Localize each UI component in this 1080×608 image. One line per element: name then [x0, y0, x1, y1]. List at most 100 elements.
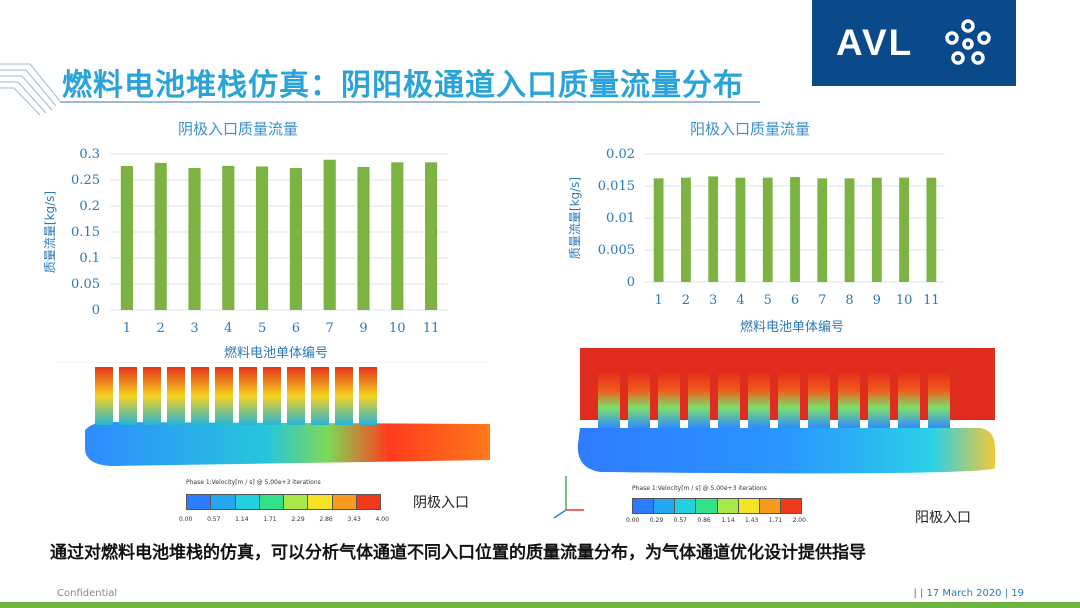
summary-text: 通过对燃料电池堆栈的仿真，可以分析气体通道不同入口位置的质量流量分布，为气体通道…	[50, 543, 866, 563]
bar	[222, 165, 235, 310]
x-tick-label: 5	[764, 293, 772, 308]
bar	[391, 162, 404, 310]
bar	[735, 177, 746, 282]
bar	[653, 178, 664, 282]
cathode-caption: 阴极入口	[413, 495, 469, 511]
bar	[120, 165, 133, 310]
legend-tick: 2.29	[291, 516, 305, 523]
logo-text: AVL	[836, 22, 914, 63]
legend-tick: 4.00	[375, 516, 389, 523]
y-tick-label: 0	[627, 275, 635, 290]
y-tick-label: 0.2	[79, 199, 100, 214]
y-axis-label: 质量流量[kg/s]	[568, 177, 582, 259]
cathode-legend-ticks: 0.00 0.57 1.14 1.71 2.29 2.86 3.43 4.00	[179, 516, 389, 523]
legend-tick: 0.00	[626, 517, 640, 524]
legend-tick: 0.29	[649, 517, 664, 524]
x-tick-label: 9	[359, 321, 367, 336]
cathode-chart: 0 0.05 0.1 0.15 0.2 0.25 0.3 质量流量[kg/s] 1 2 3 4 5 6 7 9…	[40, 140, 460, 340]
title-underline	[60, 101, 760, 103]
footer-bar	[0, 602, 1080, 608]
cathode-color-legend	[186, 494, 381, 510]
x-tick-label: 7	[818, 293, 826, 308]
legend-tick: 0.57	[207, 516, 221, 523]
x-tick-label: 11	[423, 321, 440, 336]
anode-chart-xlabel: 燃料电池单体编号	[740, 320, 845, 335]
y-axis-label: 质量流量[kg/s]	[43, 191, 57, 273]
anode-chart-title: 阳极入口质量流量	[690, 120, 811, 138]
x-tick-label: 10	[389, 321, 406, 336]
anode-color-legend	[632, 498, 802, 514]
x-tick-label: 4	[736, 293, 744, 308]
bar	[817, 178, 828, 282]
legend-tick: 2.00	[792, 517, 806, 524]
axis-triad-icon	[553, 476, 584, 519]
y-tick-label: 0.1	[79, 251, 100, 266]
bar	[357, 167, 370, 310]
y-tick-label: 0	[92, 303, 100, 318]
anode-caption: 阳极入口	[915, 510, 971, 526]
y-tick-label: 0.3	[79, 147, 100, 162]
avl-emblem-icon	[945, 19, 991, 65]
y-tick-label: 0.15	[71, 225, 100, 240]
legend-tick: 0.00	[179, 516, 193, 523]
x-tick-label: 8	[845, 293, 853, 308]
cathode-chart-xlabel: 燃料电池单体编号	[224, 346, 329, 361]
decorative-lines	[0, 63, 60, 116]
x-tick-label: 4	[224, 321, 232, 336]
anode-simulation-image: Phase 1:Velocity[m / s] @ 5.00e+3 iterat…	[540, 348, 995, 530]
y-tick-label: 0.015	[598, 179, 635, 194]
footer-confidential: Confidential	[57, 588, 118, 599]
x-tick-label: 9	[873, 293, 881, 308]
y-tick-label: 0.005	[598, 243, 635, 258]
bar	[188, 168, 201, 310]
bar	[256, 166, 269, 310]
cathode-chart-title: 阴极入口质量流量	[178, 120, 299, 138]
x-tick-label: 2	[682, 293, 690, 308]
x-tick-label: 6	[791, 293, 799, 308]
anode-chart: 0 0.005 0.01 0.015 0.02 质量流量[kg/s] 1 2 3 4 5 6 7 8 9 10…	[565, 140, 965, 320]
bar	[899, 177, 909, 282]
x-tick-label: 5	[258, 321, 266, 336]
legend-tick: 1.14	[721, 517, 735, 524]
x-tick-label: 10	[896, 293, 913, 308]
x-tick-label: 2	[157, 321, 165, 336]
footer-date-page: | | 17 March 2020 | 19	[913, 588, 1024, 599]
y-tick-label: 0.25	[71, 173, 100, 188]
legend-tick: 3.43	[347, 516, 361, 523]
y-tick-label: 0.05	[71, 277, 100, 292]
cathode-legend-title: Phase 1:Velocity[m / s] @ 5.00e+3 iterat…	[186, 479, 321, 486]
legend-tick: 0.86	[697, 517, 711, 524]
y-tick-label: 0.02	[606, 147, 635, 162]
cathode-velocity-field	[55, 362, 490, 532]
x-tick-label: 7	[326, 321, 334, 336]
anode-legend-title: Phase 1:Velocity[m / s] @ 5.00e+3 iterat…	[632, 485, 767, 492]
x-tick-label: 1	[654, 293, 662, 308]
bar	[425, 162, 438, 310]
legend-tick: 2.86	[319, 516, 333, 523]
bar	[926, 177, 937, 282]
x-tick-label: 3	[190, 321, 198, 336]
bar	[681, 177, 691, 282]
avl-logo: AVL	[812, 0, 1016, 86]
x-tick-label: 11	[923, 293, 940, 308]
bar	[289, 168, 302, 310]
legend-tick: 1.71	[768, 517, 783, 524]
y-tick-label: 0.01	[606, 211, 635, 226]
legend-tick: 0.57	[673, 517, 687, 524]
legend-tick: 1.14	[235, 516, 249, 523]
anode-legend-ticks: 0.00 0.29 0.57 0.86 1.14 1.43 1.71 2.00	[626, 517, 806, 524]
legend-tick: 1.43	[744, 517, 759, 524]
page-title: 燃料电池堆栈仿真：阴阳极通道入口质量流量分布	[62, 68, 744, 103]
bar	[708, 176, 719, 282]
cathode-simulation-image: Phase 1:Velocity[m / s] @ 5.00e+3 iterat…	[55, 362, 490, 532]
bar	[871, 177, 882, 282]
bar	[790, 177, 800, 282]
bar	[323, 159, 336, 310]
x-tick-label: 6	[292, 321, 300, 336]
bar	[762, 177, 773, 282]
bar	[154, 162, 167, 310]
bar	[844, 178, 855, 282]
x-tick-label: 3	[709, 293, 717, 308]
x-tick-label: 1	[123, 321, 131, 336]
legend-tick: 1.71	[263, 516, 277, 523]
